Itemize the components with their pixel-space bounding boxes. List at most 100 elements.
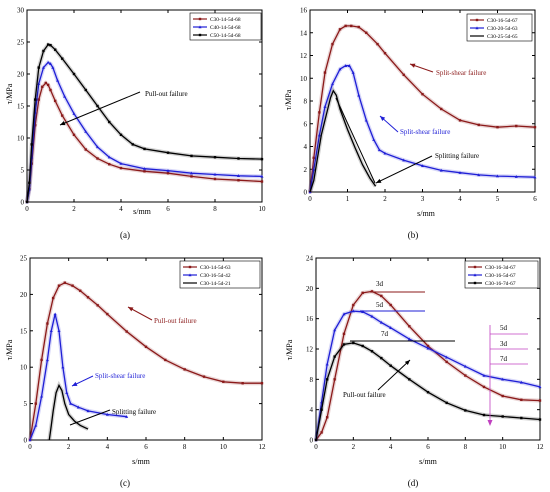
- data-point: [515, 124, 518, 128]
- data-point: [364, 118, 368, 122]
- series-line-C30-20-5d-63: [309, 65, 536, 193]
- x-tick-label: 6: [533, 195, 537, 203]
- panel-b-letter: (b): [408, 230, 419, 240]
- data-point: [166, 172, 170, 175]
- data-point: [143, 170, 146, 173]
- y-tick-label: 2: [304, 166, 308, 174]
- data-point: [61, 57, 64, 60]
- series-line-C30-16-7d-67: [315, 342, 541, 441]
- annotation-arrowhead: [60, 121, 66, 126]
- data-point: [46, 43, 50, 46]
- panel-a-ylabel: τ/MPa: [5, 83, 14, 104]
- data-point: [482, 373, 486, 377]
- data-point: [342, 312, 346, 316]
- data-point: [352, 303, 355, 307]
- y-tick-label: 10: [20, 364, 28, 372]
- y-tick-label: 4: [310, 406, 314, 414]
- panel-c-annotation-split-shear: Split-shear failure: [95, 372, 145, 380]
- data-point: [389, 326, 393, 329]
- data-point: [190, 175, 193, 178]
- legend-label: C30-14-5d-68: [210, 17, 241, 23]
- panel-d-annotation-pullout: Pull-out failure: [343, 391, 386, 399]
- legend-marker: [198, 33, 202, 37]
- data-point: [119, 162, 123, 165]
- data-point: [347, 64, 351, 67]
- data-point: [57, 284, 61, 287]
- data-point: [344, 64, 348, 67]
- data-point: [63, 94, 67, 98]
- data-point: [119, 166, 123, 170]
- data-point: [326, 378, 329, 381]
- data-point: [357, 93, 361, 97]
- data-point: [426, 344, 430, 348]
- data-point: [338, 67, 342, 71]
- x-tick-label: 2: [383, 195, 387, 203]
- data-point: [482, 413, 486, 417]
- x-tick-label: 12: [259, 443, 267, 451]
- data-point: [370, 350, 374, 353]
- x-tick-label: 12: [537, 443, 545, 451]
- y-tick-label: 10: [300, 75, 308, 83]
- data-point: [445, 355, 449, 359]
- series-line-C30-14-5d-68: [26, 82, 263, 203]
- annotation-line: [69, 409, 111, 426]
- legend-marker: [475, 18, 479, 22]
- panel-d-annotation-3d: 3d: [376, 280, 384, 288]
- panel-a-xlabel: s/mm: [133, 207, 152, 216]
- data-point: [63, 281, 66, 284]
- data-point: [519, 380, 523, 384]
- data-point: [402, 73, 405, 77]
- data-point: [357, 25, 360, 29]
- y-tick-label: 8: [304, 98, 308, 106]
- data-point: [370, 290, 374, 293]
- x-tick-label: 4: [106, 443, 110, 451]
- data-point: [538, 418, 542, 421]
- data-point: [143, 167, 146, 170]
- data-point: [312, 167, 316, 171]
- data-point: [72, 72, 76, 76]
- data-point: [72, 133, 76, 136]
- data-point: [84, 148, 87, 151]
- panel-b-annotation-split-shear-1: Split-shear failure: [436, 69, 486, 77]
- y-tick-label: 15: [20, 327, 28, 335]
- x-tick-label: 4: [119, 205, 123, 213]
- data-point: [37, 98, 40, 101]
- data-point: [108, 163, 111, 166]
- data-point: [49, 62, 52, 65]
- series-line-C30-16-5d-67: [315, 310, 541, 441]
- x-tick-label: 0: [314, 443, 318, 451]
- y-tick-label: 24: [306, 255, 314, 263]
- data-point: [166, 151, 170, 154]
- data-point: [41, 66, 45, 69]
- data-point: [458, 119, 462, 122]
- data-point: [86, 409, 90, 413]
- data-point: [383, 52, 387, 55]
- legend-marker: [188, 265, 192, 269]
- data-point: [40, 394, 44, 398]
- data-point: [463, 364, 467, 368]
- panel-c-annotation-splitting: Splitting failure: [112, 408, 156, 416]
- data-point: [464, 374, 467, 377]
- data-point: [464, 409, 467, 412]
- data-point: [383, 151, 387, 155]
- data-point: [380, 356, 383, 360]
- data-point: [377, 148, 381, 152]
- data-point: [402, 158, 406, 162]
- data-point: [131, 143, 134, 146]
- series-line-C30-16-5d-67: [309, 25, 536, 193]
- data-point: [28, 438, 32, 442]
- panel-d-annotation-5d-right: 5d: [500, 324, 508, 332]
- data-point: [520, 416, 523, 420]
- data-point: [333, 355, 336, 358]
- y-tick-label: 25: [20, 255, 28, 263]
- data-point: [260, 382, 264, 385]
- data-point: [37, 82, 41, 85]
- data-point: [213, 177, 217, 181]
- data-point: [125, 330, 128, 333]
- legend-label: C30-16-5d-67: [487, 18, 518, 24]
- legend-label: C30-14-5d-21: [200, 281, 231, 287]
- panel-b: (b) s/mm τ/MPa Split-shear failure Split…: [284, 7, 537, 241]
- data-point: [538, 399, 542, 402]
- data-point: [408, 325, 411, 328]
- legend-label: C30-16-3d-67: [485, 265, 516, 271]
